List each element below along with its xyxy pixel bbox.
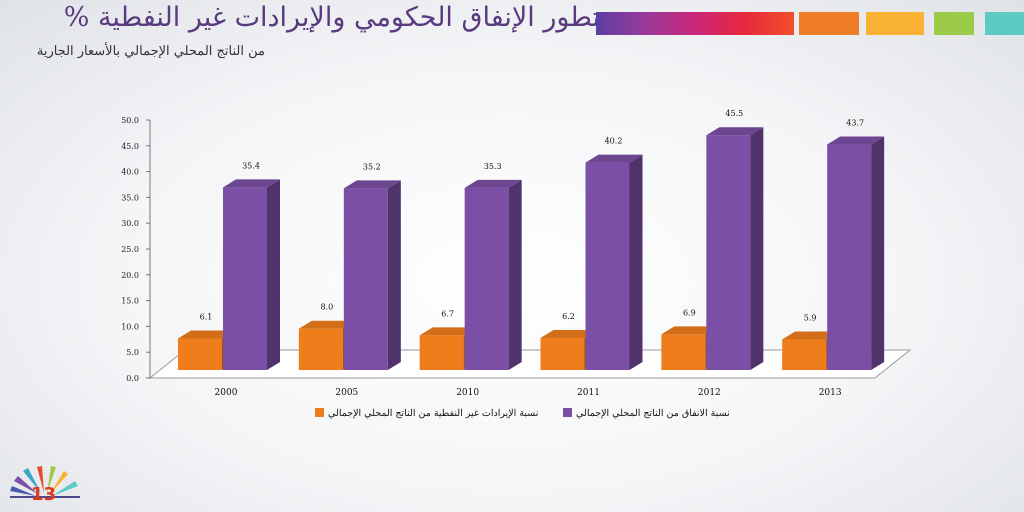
- bar-top-0: [661, 326, 719, 335]
- data-label: 35.4: [242, 161, 260, 170]
- bar-top-0: [298, 320, 356, 329]
- y-tick-label: 20.0: [121, 271, 139, 280]
- data-label: 8.0: [320, 303, 333, 312]
- data-label: 40.2: [605, 137, 623, 146]
- legend-label: نسبة الإيرادات غير النفطية من الناتج الم…: [328, 408, 538, 419]
- data-label: 6.1: [200, 313, 213, 322]
- bar-front-1: [464, 187, 509, 370]
- bar-side-1: [750, 127, 764, 370]
- data-label: 6.7: [441, 309, 454, 318]
- bar-front-0: [419, 335, 464, 370]
- bar-front-0: [661, 334, 706, 370]
- bar-front-1: [223, 187, 267, 370]
- strip-orange: [799, 12, 859, 35]
- data-label: 35.3: [484, 162, 502, 171]
- legend-swatch: [563, 408, 572, 417]
- bar-side-1: [871, 136, 885, 370]
- x-tick-label: 2005: [335, 388, 358, 398]
- x-tick-label: 2011: [577, 388, 600, 398]
- legend-swatch: [315, 408, 324, 417]
- y-tick-label: 50.0: [121, 116, 139, 125]
- bar-top-0: [540, 330, 598, 339]
- logo-fan-icon: [10, 466, 80, 498]
- bar-side-1: [629, 154, 643, 370]
- x-tick-label: 2012: [698, 388, 721, 398]
- bar-top-0: [782, 331, 840, 340]
- legend-label: نسبة الانفاق من الناتج المحلي الإجمالي: [576, 408, 730, 419]
- x-tick-label: 2000: [215, 388, 238, 398]
- bar-top-0: [178, 330, 235, 339]
- data-label: 45.5: [725, 109, 743, 118]
- strip-gradient: [596, 12, 794, 35]
- bar-top-1: [464, 179, 522, 188]
- y-tick-label: 30.0: [121, 219, 139, 228]
- bar-front-1: [706, 135, 751, 370]
- bar-top-1: [706, 127, 764, 136]
- bar-front-0: [782, 339, 827, 370]
- strip-yellow: [866, 12, 924, 35]
- bar-front-0: [298, 328, 343, 370]
- bar-side-1: [387, 180, 401, 370]
- data-label: 6.2: [562, 312, 575, 321]
- bar-top-1: [223, 179, 280, 188]
- x-tick-label: 2010: [456, 388, 479, 398]
- y-tick-label: 35.0: [121, 193, 139, 202]
- y-tick-label: 45.0: [121, 142, 139, 151]
- bar-top-0: [419, 327, 477, 336]
- slide-subtitle: من الناتج المحلي الإجمالي بالأسعار الجار…: [36, 44, 265, 59]
- strip-green: [934, 12, 974, 35]
- bar-top-1: [585, 154, 643, 163]
- bar-top-1: [343, 180, 401, 189]
- data-label: 5.9: [804, 314, 817, 323]
- bar-front-1: [343, 188, 388, 370]
- y-tick-label: 0.0: [126, 374, 139, 383]
- bar-front-1: [827, 144, 872, 370]
- bar-front-0: [540, 338, 585, 370]
- data-label: 43.7: [846, 119, 864, 128]
- bar-side-1: [508, 179, 522, 370]
- y-tick-label: 40.0: [121, 168, 139, 177]
- slide-title: تطور الإنفاق الحكومي والإيرادات غير النف…: [63, 2, 600, 33]
- data-label: 35.2: [363, 162, 381, 171]
- bar-top-1: [827, 136, 885, 145]
- y-tick-label: 25.0: [121, 245, 139, 254]
- y-tick-label: 10.0: [121, 322, 139, 331]
- strip-teal: [985, 12, 1024, 35]
- slide-number: 13: [31, 484, 57, 505]
- y-tick-label: 5.0: [126, 348, 139, 357]
- data-label: 6.9: [683, 308, 696, 317]
- bar-side-1: [267, 179, 280, 370]
- bar-front-1: [585, 162, 630, 370]
- y-tick-label: 15.0: [121, 297, 139, 306]
- bar-front-0: [178, 338, 222, 370]
- x-tick-label: 2013: [819, 388, 842, 398]
